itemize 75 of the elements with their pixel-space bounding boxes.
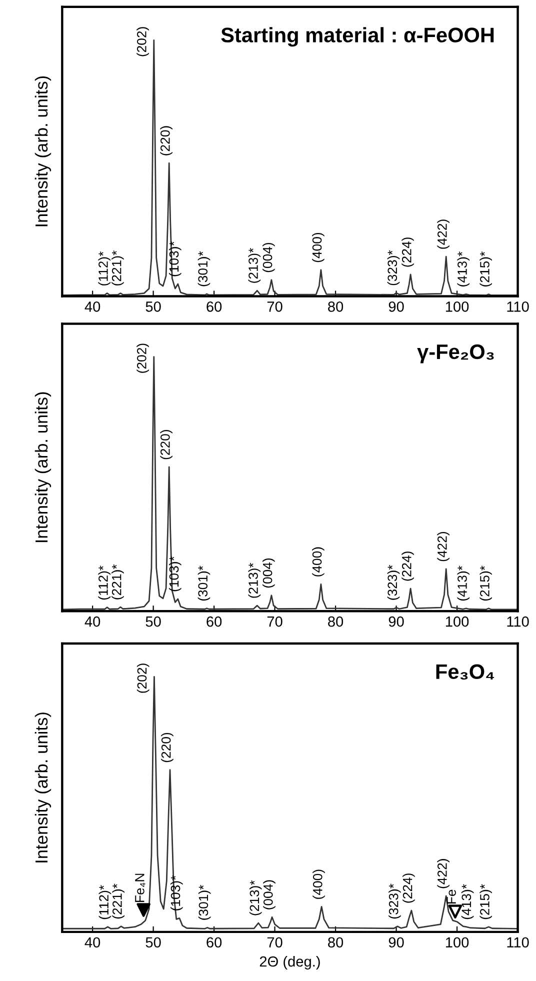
- annotation: (413)*: [457, 252, 470, 286]
- x-tick-label: 40: [84, 302, 100, 312]
- annotation: (224): [402, 238, 414, 267]
- annotation: (004): [262, 242, 275, 272]
- annotation: (323)*: [387, 250, 400, 286]
- annotation: (215)*: [480, 252, 492, 286]
- x-tick-label: 60: [206, 302, 222, 312]
- x-tick-label: 110: [507, 616, 529, 627]
- annotation: (413)*: [461, 884, 474, 920]
- x-tick-label: 50: [146, 616, 161, 627]
- annotation: (301)*: [198, 884, 211, 920]
- x-tick-label: 50: [146, 937, 161, 948]
- annotation: (215)*: [480, 566, 492, 601]
- annotation: (422): [437, 859, 450, 888]
- annotation: (103)*: [168, 241, 182, 276]
- x-tick-label: 80: [328, 937, 344, 948]
- annotation: (413)*: [457, 566, 470, 601]
- annotation: (215)*: [480, 884, 492, 920]
- annotation: (112)*: [98, 566, 110, 600]
- x-tick-label: 70: [267, 302, 282, 312]
- x-tick-label: 100: [446, 937, 469, 948]
- chart-title: Starting material : α-FeOOH: [221, 27, 494, 47]
- annotation: (400): [312, 547, 324, 576]
- annotation: (323)*: [387, 564, 400, 600]
- annotation: (301)*: [198, 566, 210, 601]
- x-axis-title: 2Θ (deg.): [260, 956, 320, 970]
- annotation: (224): [402, 552, 414, 581]
- x-tick-label: 70: [267, 616, 282, 627]
- x-tick-label: 60: [206, 937, 222, 948]
- x-tick-label: 100: [446, 302, 469, 312]
- annotation: (202): [136, 344, 149, 373]
- annotation: (301)*: [198, 251, 210, 286]
- annotation: (400): [312, 232, 324, 262]
- x-tick-label: 70: [267, 937, 282, 948]
- y-axis-title: Intensity (arb. units): [34, 76, 52, 226]
- annotation: Fe₄N: [135, 874, 146, 902]
- x-tick-label: 40: [84, 616, 100, 627]
- annotation: (323)*: [388, 884, 401, 919]
- annotation: (224): [402, 874, 415, 903]
- x-tick-label: 50: [146, 302, 161, 312]
- annotation: (220): [160, 126, 172, 156]
- annotation: (220): [161, 732, 174, 762]
- annotation: (422): [437, 220, 450, 249]
- annotation: (202): [136, 664, 150, 693]
- annotation: (213)*: [248, 248, 261, 283]
- annotation: (004): [262, 558, 275, 588]
- annotation: (004): [263, 880, 276, 910]
- annotation: Fe: [446, 890, 456, 904]
- x-tick-label: 100: [446, 616, 469, 627]
- x-tick-label: 90: [388, 937, 404, 948]
- x-tick-label: 110: [507, 302, 529, 312]
- annotation: (202): [136, 27, 149, 56]
- annotation: (103)*: [170, 875, 183, 910]
- annotation: (112)*: [98, 885, 112, 920]
- annotation: (220): [160, 430, 172, 460]
- annotation: (221)*: [112, 250, 124, 286]
- x-tick-label: 90: [388, 302, 404, 312]
- y-axis-title: Intensity (arb. units): [34, 712, 52, 862]
- y-axis-title: Intensity (arb. units): [34, 392, 52, 542]
- x-tick-label: 60: [206, 616, 222, 627]
- annotation: (422): [437, 532, 450, 562]
- annotation: (112)*: [98, 251, 110, 286]
- annotation: (400): [312, 870, 325, 899]
- annotation: (103)*: [168, 556, 182, 592]
- chart-title: Fe₃O₄: [436, 664, 494, 680]
- annotation: (221)*: [112, 884, 124, 919]
- x-tick-label: 40: [84, 937, 100, 948]
- x-tick-label: 90: [388, 616, 404, 627]
- chart-title: γ-Fe₂O₃: [417, 344, 494, 364]
- x-tick-label: 80: [328, 302, 344, 312]
- x-tick-label: 110: [507, 937, 529, 948]
- annotation: (213)*: [248, 562, 261, 598]
- annotation: (221)*: [112, 564, 124, 600]
- annotation: (213)*: [249, 880, 262, 916]
- x-tick-label: 80: [328, 616, 344, 627]
